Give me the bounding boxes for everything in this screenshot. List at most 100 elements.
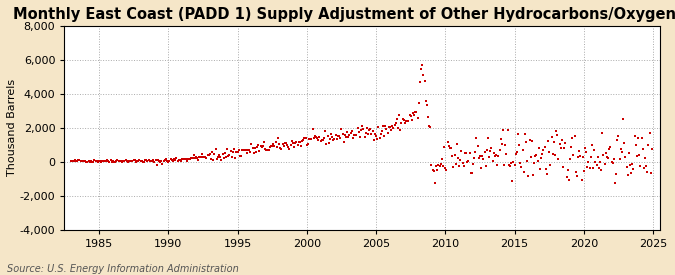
Point xyxy=(618,117,628,122)
Point xyxy=(157,161,168,166)
Point xyxy=(643,143,654,147)
Point xyxy=(273,142,284,146)
Point xyxy=(369,138,379,143)
Point xyxy=(109,160,119,164)
Point xyxy=(211,156,222,161)
Point xyxy=(508,160,519,164)
Point xyxy=(425,125,435,130)
Point xyxy=(647,147,657,151)
Point xyxy=(582,165,593,169)
Point xyxy=(176,159,186,163)
Point xyxy=(552,133,563,137)
Point xyxy=(529,161,539,165)
Point xyxy=(423,115,433,119)
Point xyxy=(616,147,626,151)
Point xyxy=(395,128,406,132)
Point xyxy=(310,135,321,139)
Point xyxy=(112,158,123,163)
Point xyxy=(630,143,641,148)
Point xyxy=(577,155,588,159)
Point xyxy=(387,124,398,129)
Point xyxy=(487,158,498,163)
Point xyxy=(313,138,324,142)
Point xyxy=(110,160,121,164)
Point xyxy=(447,154,458,158)
Point xyxy=(267,144,277,148)
Point xyxy=(196,152,207,156)
Point xyxy=(170,158,181,162)
Point xyxy=(255,144,266,148)
Point xyxy=(265,144,276,148)
Point xyxy=(371,133,381,138)
Point xyxy=(572,154,583,159)
Point xyxy=(91,159,102,163)
Point xyxy=(178,156,189,161)
Point xyxy=(475,154,485,158)
Point xyxy=(74,158,85,163)
Point xyxy=(613,134,624,139)
Point xyxy=(174,158,185,162)
Point xyxy=(214,153,225,157)
Point xyxy=(314,135,325,139)
Point xyxy=(82,160,93,164)
Point xyxy=(421,99,431,104)
Point xyxy=(448,164,459,169)
Point xyxy=(442,140,453,144)
Point xyxy=(512,131,523,136)
Point xyxy=(574,149,585,153)
Point xyxy=(124,159,134,163)
Point xyxy=(636,136,647,140)
Point xyxy=(554,142,565,147)
Point xyxy=(560,141,571,145)
Point xyxy=(535,166,545,171)
Point xyxy=(587,142,597,147)
Point xyxy=(323,141,334,145)
Point xyxy=(73,158,84,162)
Point xyxy=(388,125,399,130)
Point xyxy=(102,158,113,162)
Point xyxy=(206,157,217,161)
Point xyxy=(645,170,656,175)
Point xyxy=(128,158,139,163)
Point xyxy=(328,138,339,142)
Point xyxy=(247,146,258,151)
Point xyxy=(500,143,511,148)
Point xyxy=(483,136,493,140)
Point xyxy=(242,151,252,155)
Point xyxy=(406,117,417,122)
Point xyxy=(327,135,338,139)
Point xyxy=(470,150,481,154)
Point xyxy=(250,145,261,150)
Point xyxy=(575,154,586,158)
Point xyxy=(215,154,225,159)
Point xyxy=(161,156,171,161)
Point xyxy=(644,131,655,135)
Point xyxy=(167,158,178,163)
Point xyxy=(213,155,223,159)
Point xyxy=(434,164,445,169)
Point xyxy=(569,134,580,139)
Point xyxy=(561,175,572,179)
Point xyxy=(454,163,464,168)
Point xyxy=(88,160,99,164)
Point xyxy=(489,151,500,155)
Point xyxy=(437,164,448,168)
Point xyxy=(156,159,167,163)
Point xyxy=(539,145,550,150)
Point xyxy=(603,156,614,161)
Point xyxy=(193,158,204,162)
Point xyxy=(182,158,192,163)
Point xyxy=(590,160,601,164)
Point xyxy=(383,125,394,129)
Point xyxy=(338,139,349,144)
Point xyxy=(329,137,340,141)
Point xyxy=(408,111,418,115)
Point xyxy=(118,159,129,164)
Point xyxy=(289,145,300,149)
Point xyxy=(585,155,596,159)
Point xyxy=(114,159,125,163)
Point xyxy=(627,161,638,166)
Point xyxy=(405,114,416,119)
Point xyxy=(372,136,383,141)
Point xyxy=(70,159,81,163)
